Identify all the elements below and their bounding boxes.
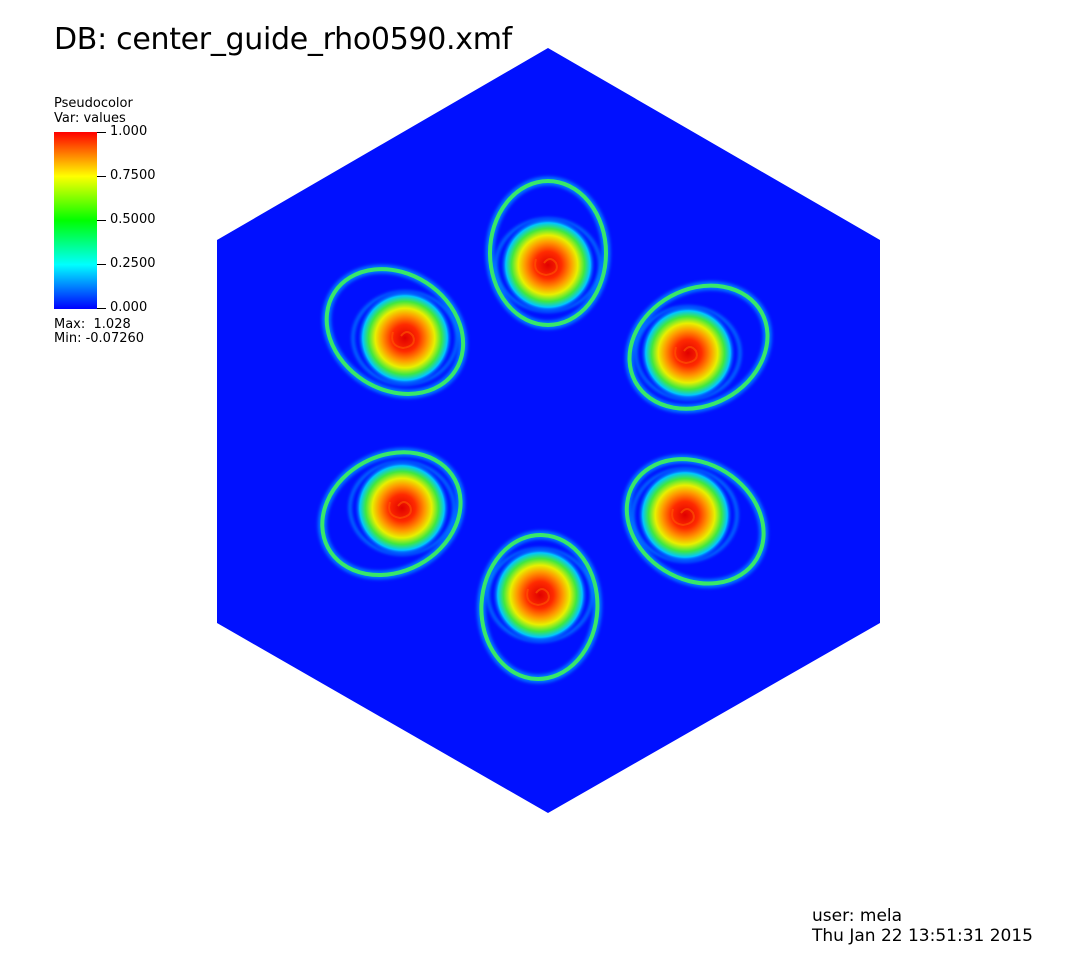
colorbar-tick-label: 1.000 xyxy=(110,124,148,139)
legend-max-value: Max: 1.028 xyxy=(54,317,131,332)
filament xyxy=(627,283,770,411)
filament xyxy=(324,267,466,396)
colorbar-tick-label: 0.7500 xyxy=(110,168,156,183)
colorbar-tick-label: 0.5000 xyxy=(110,212,156,227)
vortex-upper-right xyxy=(625,281,773,414)
spiral xyxy=(526,588,550,607)
vortex-core xyxy=(640,305,736,401)
legend-min-value: Min: -0.07260 xyxy=(54,331,145,346)
filament xyxy=(479,533,600,681)
spiral xyxy=(671,508,695,527)
filament xyxy=(488,179,608,327)
colorbar-tick xyxy=(97,132,106,133)
spiral xyxy=(674,346,698,365)
spiral xyxy=(391,331,415,350)
spiral xyxy=(534,258,558,277)
filament xyxy=(320,450,463,578)
filament xyxy=(624,457,766,586)
legend-variable: Var: values xyxy=(54,111,126,126)
footer-date: Thu Jan 22 13:51:31 2015 xyxy=(812,926,1033,946)
vortex-bottom xyxy=(476,530,602,684)
legend-plot-type: Pseudocolor xyxy=(54,96,133,111)
colorbar-tick xyxy=(97,176,106,177)
vortex-core xyxy=(354,460,450,556)
spiral xyxy=(388,501,412,520)
hexagon-domain xyxy=(217,48,880,813)
colorbar-tick-label: 0.000 xyxy=(110,300,148,315)
colorbar xyxy=(54,132,97,309)
database-title: DB: center_guide_rho0590.xmf xyxy=(54,22,512,57)
vortex-core xyxy=(357,290,453,386)
vortex-upper-left xyxy=(322,264,468,399)
colorbar-tick xyxy=(97,220,106,221)
footer-user: user: mela xyxy=(812,906,903,926)
vortex-top xyxy=(485,176,611,330)
colorbar-tick-label: 0.2500 xyxy=(110,256,156,271)
vortex-core xyxy=(492,547,588,643)
vortex-core xyxy=(500,217,596,313)
vortex-core xyxy=(637,467,733,563)
vortex-lower-left xyxy=(317,447,466,580)
colorbar-tick xyxy=(97,308,106,309)
colorbar-tick xyxy=(97,264,106,265)
vortex-lower-right xyxy=(622,454,769,589)
